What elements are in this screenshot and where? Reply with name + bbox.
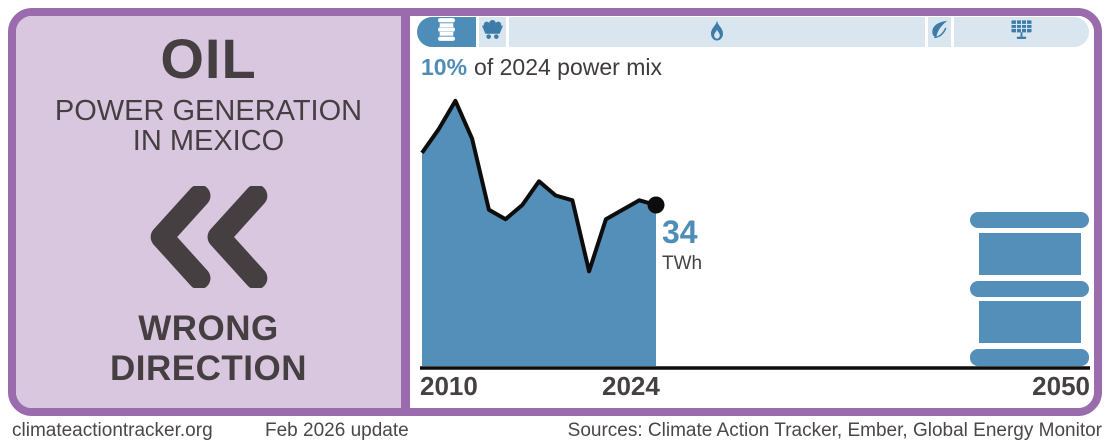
leaf-icon: [929, 19, 950, 45]
status-line1: WRONG: [138, 309, 279, 348]
endpoint-label: 34 TWh: [662, 216, 702, 273]
x-tick-2024: 2024: [602, 371, 660, 401]
fuel-tab-solar[interactable]: [953, 17, 1089, 47]
mix-caption: 10% of 2024 power mix: [421, 54, 662, 81]
fuel-tab-oil[interactable]: [417, 17, 477, 47]
x-tick-2050: 2050: [1032, 371, 1090, 401]
footer: climateactiontracker.org Feb 2026 update…: [0, 417, 1110, 444]
fuel-tab-coal[interactable]: [479, 17, 506, 47]
gas-flame-icon: [708, 18, 726, 47]
area-chart: [420, 98, 1090, 370]
fuel-mix-bar: [417, 17, 1089, 47]
footer-site: climateactiontracker.org: [12, 420, 213, 441]
mix-percent: 10%: [421, 54, 468, 80]
fuel-tab-bioenergy[interactable]: [927, 17, 951, 47]
coal-cart-icon: [480, 19, 505, 45]
x-tick-2010: 2010: [420, 371, 478, 401]
fuel-tab-gas[interactable]: [508, 17, 925, 47]
subtitle-line2: IN MEXICO: [132, 125, 285, 157]
left-panel: OIL POWER GENERATION IN MEXICO WRONG DIR…: [16, 16, 410, 408]
panel-subtitle: POWER GENERATION IN MEXICO: [55, 96, 362, 156]
oil-drum-graphic: [970, 212, 1089, 366]
endpoint-marker: [647, 196, 665, 214]
chart-area-fill: [422, 100, 656, 367]
mix-caption-text: of 2024 power mix: [474, 54, 662, 80]
fuel-title: OIL: [160, 27, 257, 90]
solar-panel-icon: [1009, 19, 1034, 45]
footer-update: Feb 2026 update: [265, 420, 409, 441]
subtitle-line1: POWER GENERATION: [54, 95, 363, 127]
endpoint-unit: TWh: [662, 253, 703, 274]
footer-sources: Sources: Climate Action Tracker, Ember, …: [567, 420, 1102, 441]
endpoint-value: 34: [662, 214, 698, 250]
chart-line: [420, 98, 657, 274]
chart-panel: 10% of 2024 power mix 34 TWh: [410, 16, 1094, 408]
double-chevron-left-icon: [143, 184, 275, 293]
oil-barrel-icon: [438, 18, 456, 46]
card: OIL POWER GENERATION IN MEXICO WRONG DIR…: [8, 8, 1102, 416]
status-label: WRONG DIRECTION: [110, 309, 307, 389]
status-line2: DIRECTION: [110, 349, 307, 388]
